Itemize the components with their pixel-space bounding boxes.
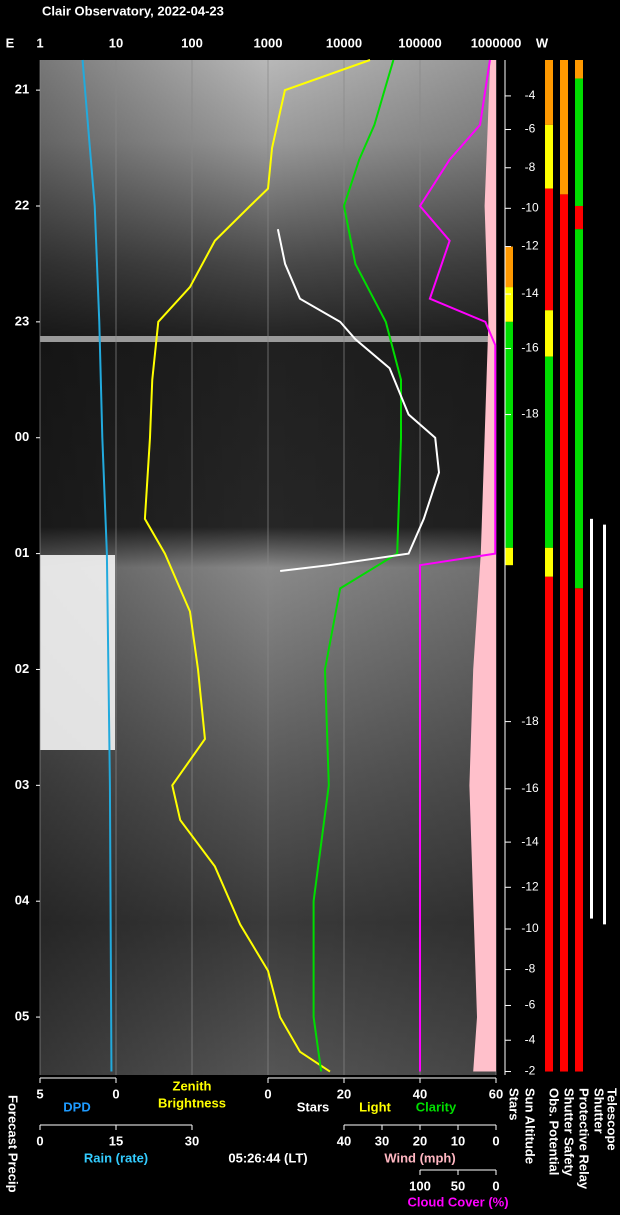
axis-label: Brightness xyxy=(158,1095,226,1110)
top-tick-label: 10 xyxy=(109,35,123,50)
top-tick-label: 1 xyxy=(36,35,43,50)
sun-tick-label: -2 xyxy=(525,1064,536,1078)
status-label: Shutter xyxy=(592,1088,607,1134)
time-tick-label: 02 xyxy=(15,661,29,676)
sun-tick-label: -8 xyxy=(525,962,536,976)
status-segment xyxy=(545,124,553,189)
bottom-tick-label: 60 xyxy=(489,1086,503,1101)
series-line xyxy=(418,59,497,1072)
status-segment xyxy=(575,60,583,79)
axis-label: Cloud Cover (%) xyxy=(407,1194,508,1209)
sun-tick-label: -10 xyxy=(521,200,539,214)
sun-tick-label: -18 xyxy=(521,714,539,728)
west-label: W xyxy=(536,35,549,50)
time-tick-label: 05 xyxy=(15,1009,29,1024)
status-segment xyxy=(545,576,553,1072)
top-tick-label: 1000 xyxy=(254,35,283,50)
status-segment xyxy=(545,188,553,311)
chart-title: Clair Observatory, 2022-04-23 xyxy=(42,3,224,18)
bottom-tick-label: 20 xyxy=(337,1086,351,1101)
timestamp: 05:26:44 (LT) xyxy=(228,1150,307,1165)
status-label: Protective Relay xyxy=(577,1088,592,1190)
status-segment xyxy=(590,518,593,919)
sun-tick-label: -14 xyxy=(521,834,539,848)
status-segment xyxy=(575,205,583,230)
axis-label: Wind (mph) xyxy=(384,1150,455,1165)
time-tick-label: 21 xyxy=(15,82,29,97)
bottom-tick-label: 0 xyxy=(264,1086,271,1101)
time-tick-label: 00 xyxy=(15,429,29,444)
status-segment xyxy=(505,547,513,566)
status-segment xyxy=(545,547,553,577)
bottom-tick-label: 10 xyxy=(451,1133,465,1148)
series-line xyxy=(276,228,441,572)
status-label: Stars xyxy=(507,1088,522,1121)
time-tick-label: 23 xyxy=(15,313,29,328)
axis-label: Rain (rate) xyxy=(84,1150,148,1165)
bottom-tick-label: 0 xyxy=(492,1133,499,1148)
east-label: E xyxy=(6,35,15,50)
bottom-tick-label: 20 xyxy=(413,1133,427,1148)
status-label: Obs. Potential xyxy=(547,1088,562,1175)
bottom-tick-label: 15 xyxy=(109,1133,123,1148)
axis-label: Stars xyxy=(297,1099,330,1114)
top-tick-label: 1000000 xyxy=(471,35,522,50)
axis-label: Clarity xyxy=(416,1099,457,1114)
status-label: Telescope xyxy=(605,1088,620,1151)
status-segment xyxy=(560,194,568,1072)
sun-tick-label: -8 xyxy=(525,160,536,174)
axis-label: Zenith xyxy=(173,1078,212,1093)
time-tick-label: 04 xyxy=(15,893,30,908)
top-tick-label: 10000 xyxy=(326,35,362,50)
sun-tick-label: -12 xyxy=(521,879,539,893)
axis-label: Light xyxy=(359,1099,391,1114)
status-segment xyxy=(575,78,583,206)
status-segment xyxy=(545,356,553,548)
time-tick-label: 03 xyxy=(15,777,29,792)
status-segment xyxy=(545,60,553,125)
time-tick-label: 01 xyxy=(15,545,29,560)
bottom-tick-label: 5 xyxy=(36,1086,43,1101)
sun-tick-label: -12 xyxy=(521,239,539,253)
bottom-tick-label: 100 xyxy=(409,1178,431,1193)
bottom-tick-label: 0 xyxy=(112,1086,119,1101)
bottom-tick-label: 0 xyxy=(492,1178,499,1193)
axis-label: DPD xyxy=(63,1099,90,1114)
bottom-tick-label: 30 xyxy=(375,1133,389,1148)
sun-tick-label: -4 xyxy=(525,1032,536,1046)
bottom-tick-label: 50 xyxy=(451,1178,465,1193)
bottom-tick-label: 0 xyxy=(36,1133,43,1148)
sun-tick-label: -16 xyxy=(521,781,539,795)
status-segment xyxy=(505,321,513,548)
series-line xyxy=(312,59,402,1072)
sun-tick-label: -4 xyxy=(525,88,536,102)
status-segment xyxy=(545,310,553,357)
forecast-label: Forecast Precip xyxy=(6,1095,21,1193)
bottom-tick-label: 40 xyxy=(413,1086,427,1101)
sun-altitude-label: Sun Altitude xyxy=(523,1088,538,1164)
sun-tick-label: -6 xyxy=(525,998,536,1012)
status-segment xyxy=(505,246,513,288)
status-label: Shutter Safety xyxy=(562,1088,577,1177)
status-segment xyxy=(603,524,606,925)
top-tick-label: 100 xyxy=(181,35,203,50)
wind-area xyxy=(469,60,496,1072)
sun-tick-label: -6 xyxy=(525,122,536,136)
status-segment xyxy=(505,287,513,322)
time-tick-label: 22 xyxy=(15,197,29,212)
sun-tick-label: -10 xyxy=(521,921,539,935)
status-segment xyxy=(560,60,568,195)
bottom-tick-label: 40 xyxy=(337,1133,351,1148)
bottom-tick-label: 30 xyxy=(185,1133,199,1148)
series-line xyxy=(143,59,371,1073)
keogram-bright-patch xyxy=(40,555,115,750)
status-segment xyxy=(575,588,583,1072)
sun-tick-label: -16 xyxy=(521,341,539,355)
sun-tick-label: -18 xyxy=(521,407,539,421)
sun-tick-label: -14 xyxy=(521,286,539,300)
series-line xyxy=(81,59,113,1072)
status-segment xyxy=(575,229,583,589)
top-tick-label: 100000 xyxy=(398,35,441,50)
